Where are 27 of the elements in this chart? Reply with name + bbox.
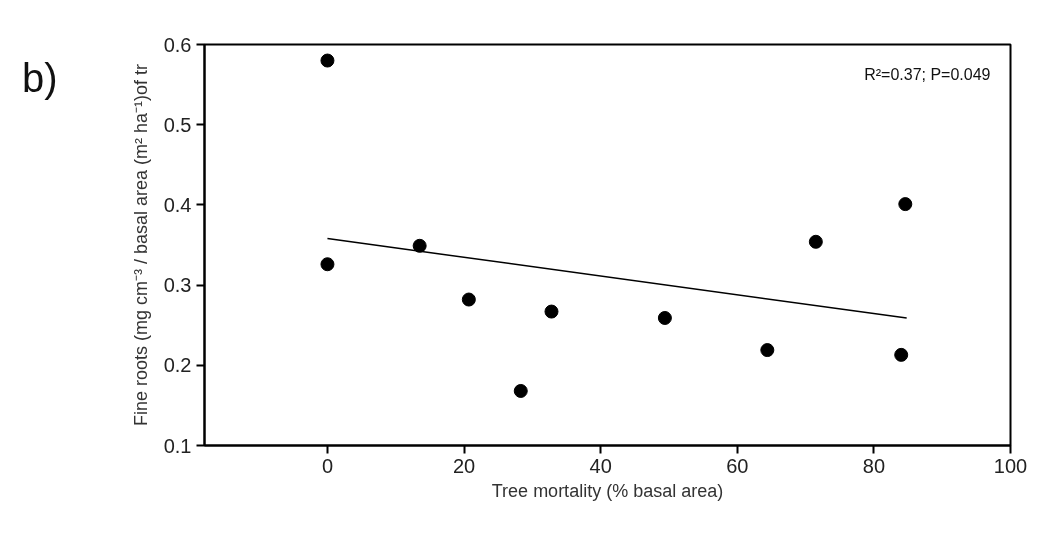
point xyxy=(808,234,823,249)
point xyxy=(894,347,909,362)
x-tick-label: 40 xyxy=(589,454,612,477)
point xyxy=(320,257,335,272)
y-tick-label: 0.2 xyxy=(163,354,192,377)
point xyxy=(760,343,775,358)
point xyxy=(513,383,528,398)
point xyxy=(320,53,335,68)
y-tick-label: 0.4 xyxy=(163,193,192,216)
x-tick-label: 60 xyxy=(726,454,749,477)
y-tick-label: 0.6 xyxy=(163,33,192,56)
x-tick-label: 100 xyxy=(993,454,1028,477)
point xyxy=(412,238,427,253)
point xyxy=(657,310,672,325)
annotation: R²=0.37; P=0.049 xyxy=(864,65,991,83)
x-tick-label: 0 xyxy=(321,454,334,477)
point xyxy=(461,292,476,307)
y-tick-label: 0.3 xyxy=(163,274,192,297)
text: b) xyxy=(22,55,58,102)
x-tick-label: 20 xyxy=(452,454,476,477)
point xyxy=(898,197,913,212)
x-axis-title: Tree mortality (% basal area) xyxy=(491,480,724,501)
point xyxy=(544,304,559,319)
x-tick-label: 80 xyxy=(862,454,886,477)
y-axis-title: Fine roots (mg cm⁻³ / basal area (m² ha⁻¹)of tr xyxy=(130,63,151,427)
y-tick-label: 0.5 xyxy=(163,113,192,136)
y-tick-label: 0.1 xyxy=(163,434,192,457)
